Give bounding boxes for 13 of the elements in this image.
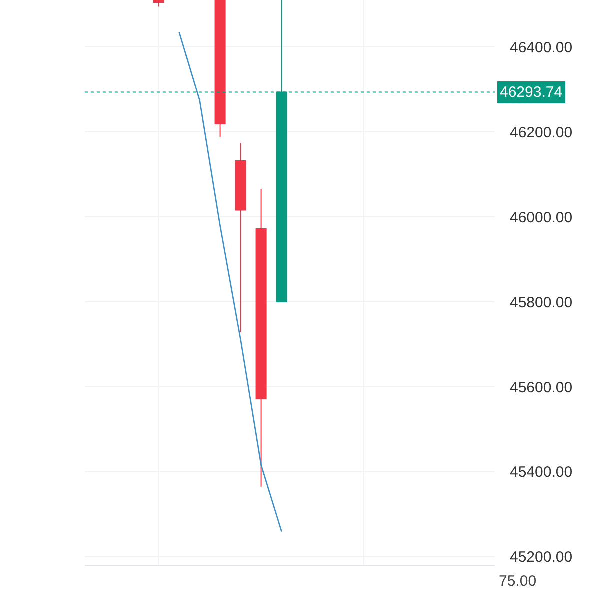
y-tick-label: 45800.00 [510,294,573,312]
y-tick-label: 46200.00 [510,124,573,142]
y-tick-label: 45400.00 [510,464,573,482]
candlestick [256,188,267,488]
text: 75.00 [499,573,537,590]
candlestick [214,0,226,138]
y-tick-label: 45200.00 [510,549,573,566]
line-series [178,32,282,533]
ref-line-label: 46293.74 [500,84,563,101]
y-tick-label: 45600.00 [510,379,573,396]
candlestick [235,142,246,333]
y-tick-label: 46400.00 [510,39,573,56]
y-tick-label: 46000.00 [510,209,573,226]
